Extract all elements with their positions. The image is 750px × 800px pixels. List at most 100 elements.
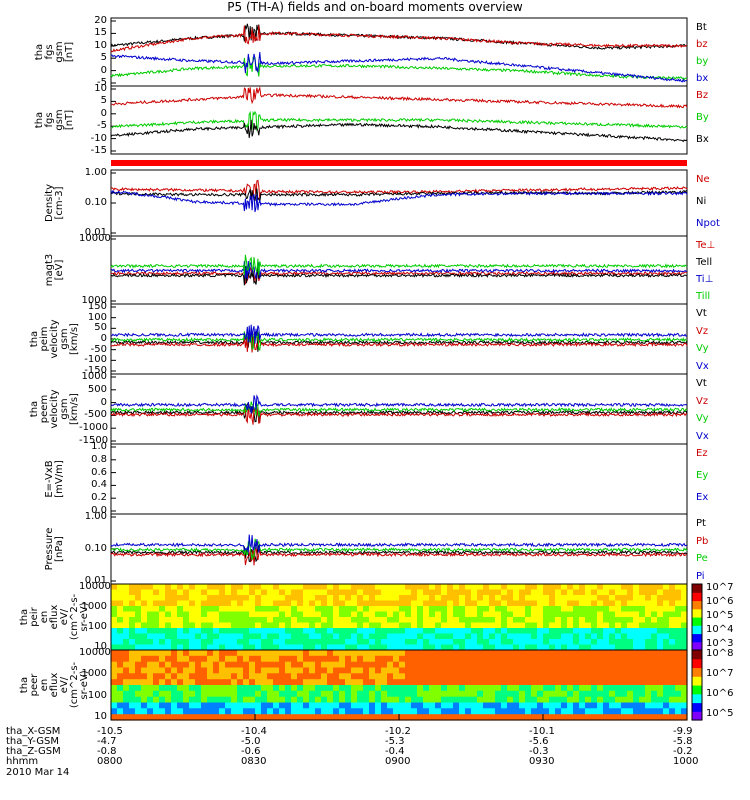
heatmap-cell xyxy=(309,661,316,669)
heatmap-cell xyxy=(561,622,568,629)
heatmap-cell xyxy=(219,650,226,657)
heatmap-cell xyxy=(579,606,586,613)
heatmap-cell xyxy=(675,702,682,709)
heatmap-cell xyxy=(255,595,262,602)
y-tick-label: 100 xyxy=(87,311,107,323)
heatmap-cell xyxy=(399,690,406,698)
heatmap-cell xyxy=(171,708,178,715)
heatmap-cell xyxy=(123,617,130,624)
heatmap-cell xyxy=(309,667,316,674)
heatmap-cell xyxy=(333,589,340,596)
heatmap-cell xyxy=(195,661,202,669)
heatmap-cell xyxy=(297,600,304,607)
heatmap-cell xyxy=(603,661,610,669)
heatmap-cell xyxy=(111,673,118,680)
heatmap-cell xyxy=(357,650,364,657)
heatmap-cell xyxy=(459,628,466,635)
heatmap-cell xyxy=(531,644,538,651)
heatmap-cell xyxy=(681,708,688,715)
heatmap-cell xyxy=(387,611,394,618)
heatmap-cell xyxy=(111,600,118,607)
heatmap-cell xyxy=(537,685,544,692)
heatmap-cell xyxy=(117,673,124,680)
heatmap-cell xyxy=(189,661,196,669)
heatmap-cell xyxy=(465,622,472,629)
heatmap-cell xyxy=(327,679,334,686)
heatmap-cell xyxy=(243,667,250,674)
y-tick-label: -5 xyxy=(97,120,107,132)
heatmap-cell xyxy=(573,611,580,618)
heatmap-cell xyxy=(567,600,574,607)
heatmap-cell xyxy=(657,595,664,602)
heatmap-cell xyxy=(405,595,412,602)
heatmap-cell xyxy=(183,639,190,646)
heatmap-cell xyxy=(585,685,592,692)
heatmap-cell xyxy=(357,655,364,663)
heatmap-cell xyxy=(603,622,610,629)
heatmap-cell xyxy=(585,655,592,663)
heatmap-cell xyxy=(273,633,280,640)
heatmap-cell xyxy=(399,714,406,721)
heatmap-cell xyxy=(243,696,250,704)
heatmap-cell xyxy=(243,685,250,692)
heatmap-cell xyxy=(603,696,610,704)
heatmap-cell xyxy=(585,667,592,674)
heatmap-cell xyxy=(591,589,598,596)
heatmap-cell xyxy=(471,617,478,624)
heatmap-cell xyxy=(483,617,490,624)
panel-frame xyxy=(110,169,688,237)
heatmap-cell xyxy=(111,617,118,624)
heatmap-cell xyxy=(447,606,454,613)
heatmap-cell xyxy=(351,650,358,657)
y-tick-label: 0.6 xyxy=(91,466,107,478)
heatmap-cell xyxy=(183,606,190,613)
heatmap-cell xyxy=(123,679,130,686)
heatmap-cell xyxy=(249,644,256,651)
heatmap-cell xyxy=(249,690,256,698)
heatmap-cell xyxy=(459,708,466,715)
heatmap-cell xyxy=(291,584,298,591)
heatmap-cell xyxy=(273,622,280,629)
heatmap-cell xyxy=(609,633,616,640)
heatmap-cell xyxy=(381,685,388,692)
heatmap-cell xyxy=(183,633,190,640)
heatmap-cell xyxy=(321,617,328,624)
heatmap-cell xyxy=(435,673,442,680)
heatmap-cell xyxy=(651,611,658,618)
heatmap-cell xyxy=(471,685,478,692)
heatmap-cell xyxy=(183,617,190,624)
heatmap-cell xyxy=(213,628,220,635)
heatmap-cell xyxy=(621,673,628,680)
heatmap-cell xyxy=(189,606,196,613)
heatmap-cell xyxy=(195,650,202,657)
heatmap-cell xyxy=(465,679,472,686)
heatmap-cell xyxy=(315,595,322,602)
heatmap-cell xyxy=(393,702,400,709)
heatmap-cell xyxy=(387,655,394,663)
heatmap-cell xyxy=(453,667,460,674)
heatmap-cell xyxy=(315,644,322,651)
heatmap-cell xyxy=(123,644,130,651)
heatmap-cell xyxy=(147,639,154,646)
heatmap-cell xyxy=(261,708,268,715)
heatmap-cell xyxy=(669,633,676,640)
heatmap-cell xyxy=(489,661,496,669)
heatmap-cell xyxy=(375,606,382,613)
y-tick-label: 10 xyxy=(94,641,107,652)
heatmap-cell xyxy=(519,622,526,629)
heatmap-cell xyxy=(141,708,148,715)
heatmap-cell xyxy=(489,667,496,674)
heatmap-cell xyxy=(633,696,640,704)
heatmap-cell xyxy=(231,644,238,651)
heatmap-cell xyxy=(369,667,376,674)
heatmap-cell xyxy=(627,611,634,618)
heatmap-cell xyxy=(297,714,304,721)
heatmap-cell xyxy=(219,628,226,635)
heatmap-cell xyxy=(357,589,364,596)
legend-entry: Pi xyxy=(696,570,705,582)
heatmap-cell xyxy=(549,633,556,640)
heatmap-cell xyxy=(429,714,436,721)
heatmap-cell xyxy=(663,644,670,651)
heatmap-cell xyxy=(675,661,682,669)
series-line xyxy=(110,534,688,553)
